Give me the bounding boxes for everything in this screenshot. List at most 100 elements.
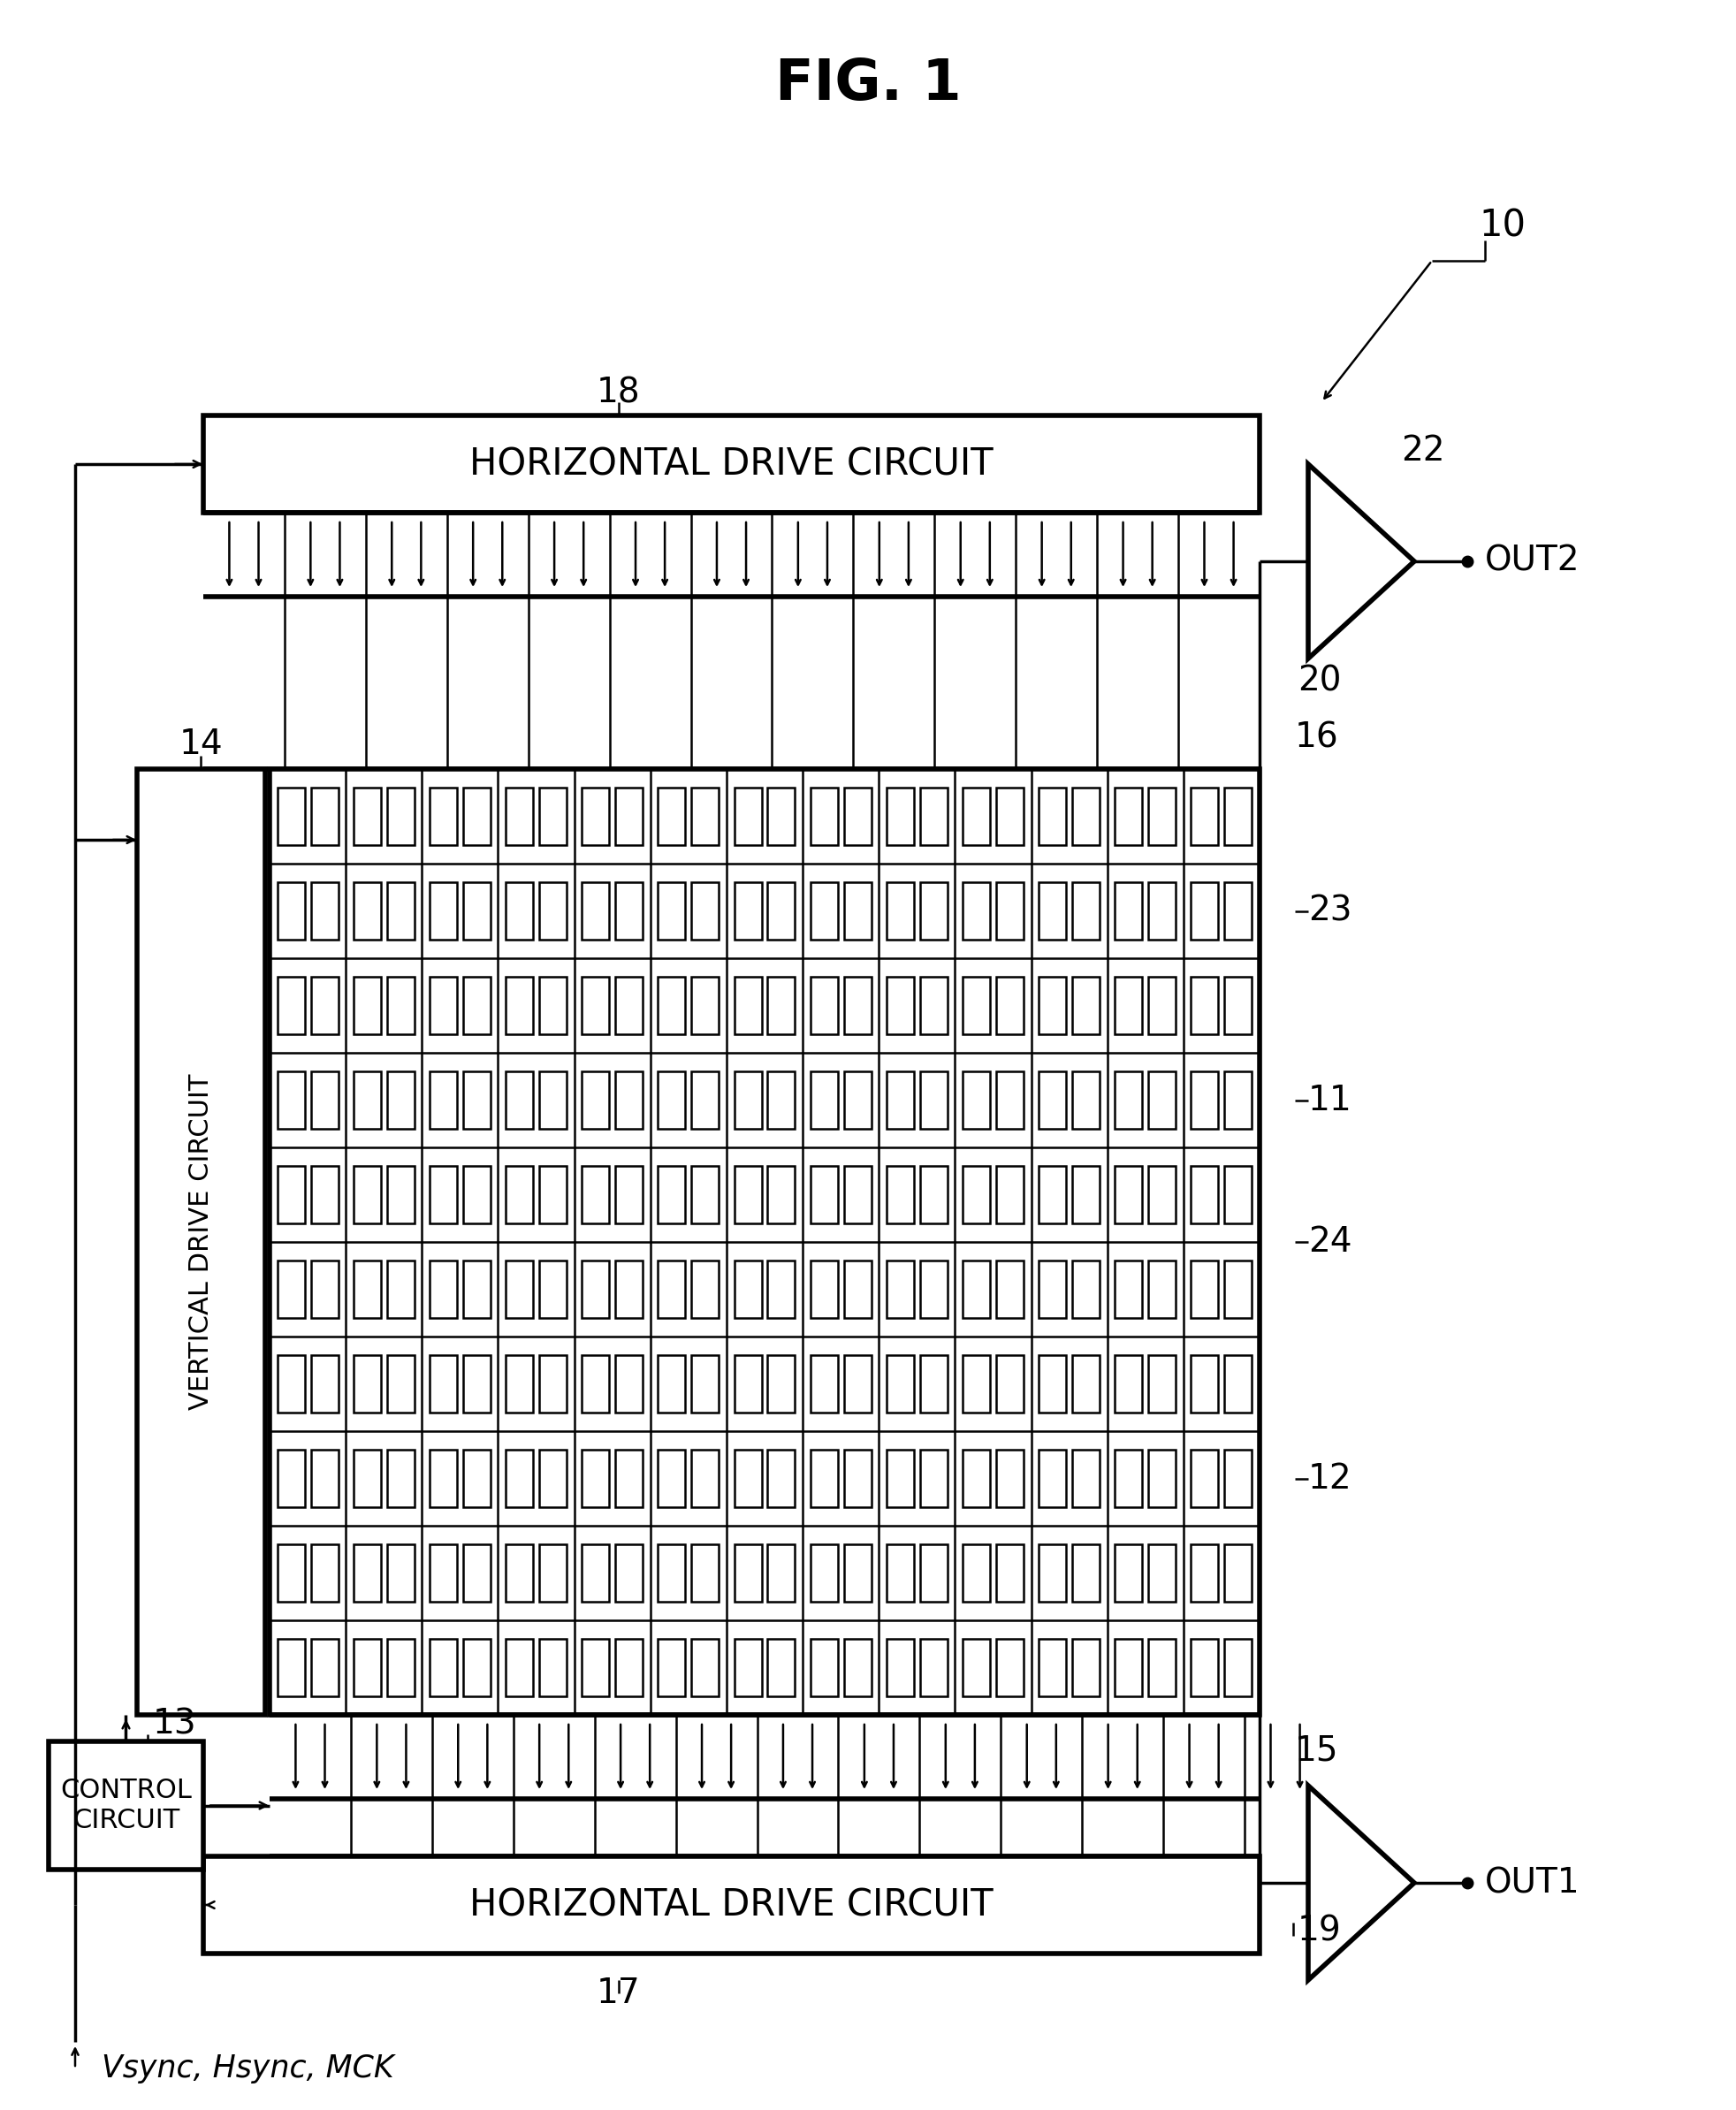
Text: 20: 20	[1297, 665, 1342, 698]
Bar	[962, 977, 990, 1034]
Bar	[203, 416, 1260, 513]
Text: 17: 17	[597, 1977, 641, 2011]
Bar	[811, 787, 838, 844]
Bar	[1073, 1450, 1099, 1507]
Bar	[278, 1450, 304, 1507]
Text: OUT2: OUT2	[1484, 544, 1580, 578]
Bar	[354, 1639, 380, 1696]
Bar	[844, 787, 871, 844]
Bar	[734, 1545, 762, 1601]
Bar	[844, 1639, 871, 1696]
Bar	[920, 977, 948, 1034]
Bar	[1224, 1450, 1252, 1507]
Bar	[354, 1167, 380, 1224]
Bar	[920, 787, 948, 844]
Bar	[844, 882, 871, 939]
Bar	[540, 882, 566, 939]
Bar	[1115, 1639, 1142, 1696]
Bar	[278, 1167, 304, 1224]
Text: HORIZONTAL DRIVE CIRCUIT: HORIZONTAL DRIVE CIRCUIT	[469, 1886, 993, 1924]
Bar	[505, 882, 533, 939]
Bar	[464, 1262, 491, 1317]
Bar	[582, 977, 609, 1034]
Bar	[615, 1450, 642, 1507]
Bar	[354, 1262, 380, 1317]
Bar	[767, 1355, 795, 1412]
Bar	[996, 1167, 1024, 1224]
Bar	[311, 977, 339, 1034]
Bar	[962, 787, 990, 844]
Bar	[767, 1262, 795, 1317]
Bar	[811, 1355, 838, 1412]
Bar	[464, 882, 491, 939]
Bar	[387, 1072, 415, 1129]
Bar	[1149, 787, 1175, 844]
Bar	[429, 882, 457, 939]
Bar	[429, 1545, 457, 1601]
Bar	[920, 882, 948, 939]
Bar	[767, 977, 795, 1034]
Bar	[1073, 787, 1099, 844]
Bar	[1115, 1545, 1142, 1601]
Bar	[582, 1072, 609, 1129]
Bar	[615, 1167, 642, 1224]
Bar	[1224, 1639, 1252, 1696]
Bar	[1191, 1355, 1219, 1412]
Bar	[1149, 1355, 1175, 1412]
Bar	[962, 1545, 990, 1601]
Bar	[962, 1072, 990, 1129]
Bar	[658, 977, 686, 1034]
Bar	[996, 1450, 1024, 1507]
Bar	[887, 1167, 913, 1224]
Bar	[767, 1639, 795, 1696]
Bar	[615, 1355, 642, 1412]
Bar	[962, 1167, 990, 1224]
Bar	[996, 882, 1024, 939]
Bar	[615, 882, 642, 939]
Text: 16: 16	[1295, 722, 1338, 755]
Bar	[387, 882, 415, 939]
Bar	[615, 1639, 642, 1696]
Bar	[505, 787, 533, 844]
Bar	[582, 1167, 609, 1224]
Bar	[962, 1450, 990, 1507]
Bar	[1073, 1262, 1099, 1317]
Bar	[691, 1072, 719, 1129]
Bar	[429, 977, 457, 1034]
Bar	[429, 1639, 457, 1696]
Text: 18: 18	[597, 376, 641, 409]
Bar	[844, 977, 871, 1034]
Bar	[1224, 1262, 1252, 1317]
Bar	[691, 1355, 719, 1412]
Bar	[691, 1262, 719, 1317]
Bar	[311, 1639, 339, 1696]
Bar	[658, 1355, 686, 1412]
Bar	[540, 787, 566, 844]
Bar	[844, 1072, 871, 1129]
Bar	[1149, 1167, 1175, 1224]
Text: 10: 10	[1479, 207, 1526, 245]
Bar	[311, 1450, 339, 1507]
Bar	[582, 882, 609, 939]
Bar	[734, 1355, 762, 1412]
Bar	[387, 1545, 415, 1601]
Bar	[767, 1545, 795, 1601]
Bar	[996, 1545, 1024, 1601]
Bar	[767, 1072, 795, 1129]
Text: 15: 15	[1295, 1734, 1338, 1766]
Bar	[962, 882, 990, 939]
Bar	[1191, 787, 1219, 844]
Bar	[540, 1167, 566, 1224]
Bar	[540, 1450, 566, 1507]
Bar	[278, 1639, 304, 1696]
Bar	[278, 1072, 304, 1129]
Bar	[996, 977, 1024, 1034]
Bar	[354, 1545, 380, 1601]
Text: CONTROL
CIRCUIT: CONTROL CIRCUIT	[61, 1779, 191, 1834]
Bar	[540, 1545, 566, 1601]
Bar	[278, 882, 304, 939]
Bar	[691, 1545, 719, 1601]
Bar	[1038, 1072, 1066, 1129]
Bar	[887, 1450, 913, 1507]
Bar	[505, 1072, 533, 1129]
